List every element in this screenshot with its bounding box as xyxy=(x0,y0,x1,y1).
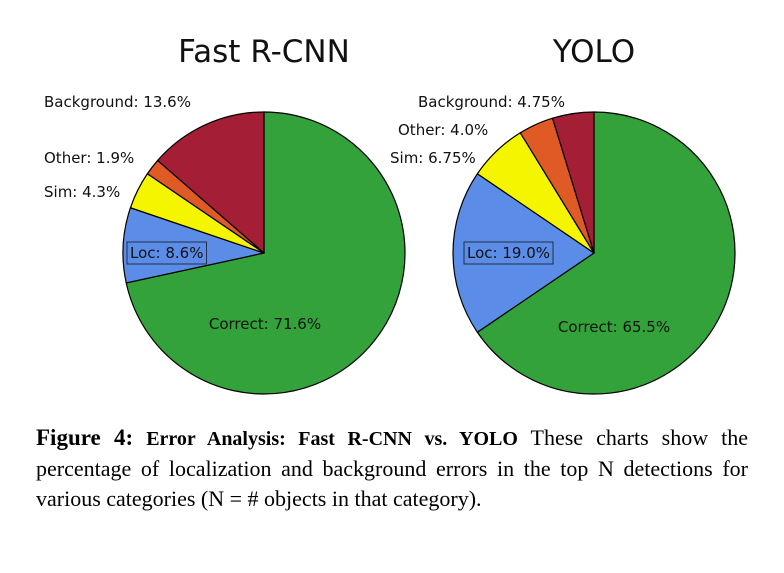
pie-charts: Fast R-CNN Correct: 71.6% Loc: 8.6% Sim: 4.… xyxy=(44,34,736,395)
slice-label-loc: Loc: 19.0% xyxy=(467,244,550,262)
slice-label-other: Other: 1.9% xyxy=(44,149,134,167)
slice-label-correct: Correct: 71.6% xyxy=(209,315,321,333)
slice-label-box xyxy=(126,241,207,265)
caption-text: These charts show the percentage of loca… xyxy=(36,425,748,511)
chart-title: Fast R-CNN xyxy=(178,34,350,70)
slice-label-other: Other: 4.0% xyxy=(398,121,488,139)
figure-number: Figure 4: xyxy=(36,425,134,450)
figure-caption: Figure 4: Error Analysis: Fast R-CNN vs.… xyxy=(36,423,748,514)
pie-chart-2: YOLO Correct: 65.5% Loc: 19.0% Sim: 6.75% Ot… xyxy=(390,34,736,395)
pie-slice-correct xyxy=(125,111,406,395)
pie-slice-correct xyxy=(476,111,736,395)
pie-slice-background xyxy=(157,111,265,254)
slice-label-loc: Loc: 8.6% xyxy=(130,244,203,262)
slice-label-background: Background: 13.6% xyxy=(44,93,191,111)
pie-chart-1: Fast R-CNN Correct: 71.6% Loc: 8.6% Sim: 4.… xyxy=(44,34,406,395)
slice-label-background: Background: 4.75% xyxy=(418,93,565,111)
caption-title: Error Analysis: Fast R-CNN vs. YOLO xyxy=(146,428,518,450)
chart-title: YOLO xyxy=(552,34,635,70)
slice-label-correct: Correct: 65.5% xyxy=(558,318,670,336)
slice-label-sim: Sim: 6.75% xyxy=(390,149,476,167)
slice-label-box xyxy=(463,241,554,265)
pie-slice-background xyxy=(551,111,595,254)
slice-label-sim: Sim: 4.3% xyxy=(44,183,120,201)
